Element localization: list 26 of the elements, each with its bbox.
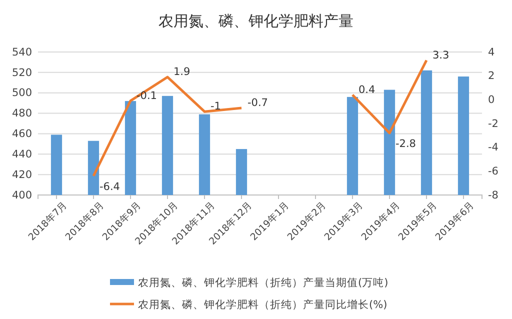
y-tick-label: 500	[12, 87, 32, 100]
data-label: -0.1	[136, 90, 157, 102]
y-tick-label: 420	[12, 168, 32, 181]
y2-tick-label: 0	[488, 94, 495, 106]
data-label: 3.3	[432, 49, 450, 62]
data-label: 0.4	[358, 84, 376, 96]
legend-label: 农用氮、磷、钾化学肥料（折纯）产量同比增长(%)	[138, 298, 388, 311]
data-label: -6.4	[100, 180, 120, 193]
y-tick-label: 540	[12, 46, 32, 58]
chart-title: 农用氮、磷、钾化学肥料产量	[158, 12, 354, 30]
y2-tick-label: -4	[488, 142, 499, 154]
y-tick-label: 400	[12, 189, 32, 202]
legend-label: 农用氮、磷、钾化学肥料（折纯）产量当期值(万吨)	[138, 276, 388, 289]
y-tick-label: 440	[12, 148, 32, 161]
y-tick-label: 520	[12, 66, 32, 79]
y2-tick-label: 4	[488, 46, 495, 58]
y2-tick-label: 2	[488, 70, 495, 82]
y2-tick-label: -2	[488, 118, 498, 130]
y2-tick-label: -8	[488, 189, 498, 202]
data-label: -0.7	[248, 97, 268, 110]
data-label: -2.8	[396, 138, 416, 150]
data-label: 1.9	[174, 66, 190, 78]
y-tick-label: 460	[12, 128, 32, 140]
data-label: -1	[210, 100, 221, 113]
y-tick-label: 480	[12, 108, 32, 120]
y2-tick-label: -6	[488, 166, 499, 178]
